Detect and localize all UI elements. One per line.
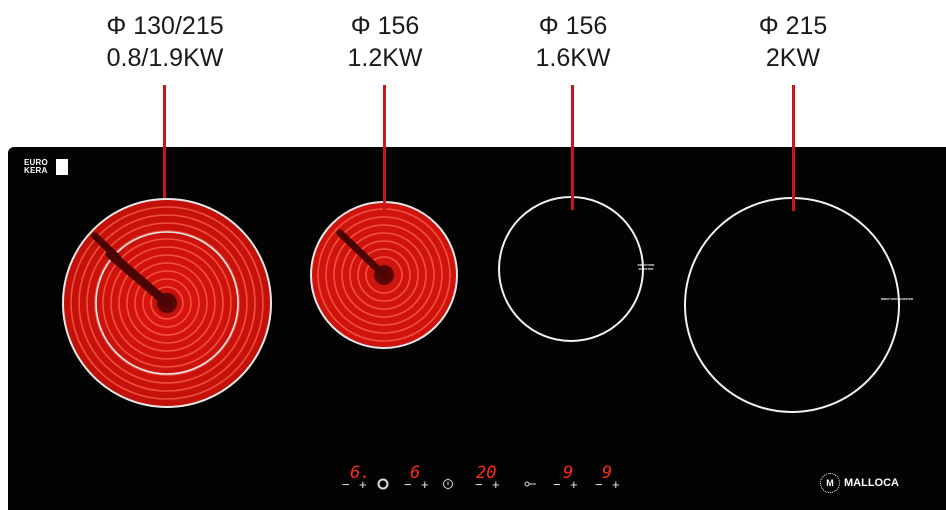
timer-icon[interactable]: [524, 480, 538, 488]
zone-1-leader-line: [163, 85, 166, 198]
zone-1-diameter: Φ 130/215: [106, 12, 224, 40]
zone-4-power: 2KW: [765, 44, 821, 72]
zone-3-power: 1.6KW: [535, 44, 611, 72]
zone-3-booster-label: INDUCTION BOOSTER: [637, 263, 655, 271]
malloca-text: MALLOCA: [844, 477, 899, 489]
malloca-logo: M MALLOCA: [820, 473, 899, 493]
zone-1-power: 0.8/1.9KW: [106, 44, 224, 72]
zone-1-minus-button[interactable]: −: [342, 477, 350, 492]
display-zone-2: 6: [410, 463, 421, 483]
display-timer: 20: [476, 463, 497, 483]
zone-1-radiant-heater[interactable]: [60, 196, 274, 410]
zone-2-diameter: Φ 156: [350, 12, 420, 40]
zone-1-plus-button[interactable]: +: [359, 477, 367, 492]
zone-2-label: Φ 156 1.2KW: [285, 10, 485, 74]
zone-4-plus-button[interactable]: +: [612, 477, 620, 492]
display-zone-4: 9: [602, 463, 613, 483]
zone-2-radiant-heater[interactable]: [308, 199, 460, 351]
zone-2-minus-button[interactable]: −: [404, 477, 412, 492]
eurokera-line1: EURO: [24, 158, 48, 167]
display-zone-1: 6.: [350, 463, 371, 483]
zone-4-induction-ring[interactable]: [684, 197, 900, 413]
zone-4-diameter: Φ 215: [758, 12, 828, 40]
zone-3-label: Φ 156 1.6KW: [473, 10, 673, 74]
cooktop-glass: EURO KERA: [8, 147, 946, 510]
timer-plus-button[interactable]: +: [492, 477, 500, 492]
lock-icon[interactable]: [442, 478, 454, 490]
zone-4-leader-line: [792, 85, 795, 211]
display-zone-3: 9: [563, 463, 574, 483]
zone-1-label: Φ 130/215 0.8/1.9KW: [65, 10, 265, 74]
eurokera-logo: EURO KERA: [24, 158, 68, 175]
malloca-m-icon: M: [820, 473, 840, 493]
power-icon[interactable]: [377, 478, 389, 490]
zone-2-plus-button[interactable]: +: [421, 477, 429, 492]
zone-3-minus-button[interactable]: −: [553, 477, 561, 492]
zone-4-booster-label: INDUCTION BOOSTER: [880, 297, 914, 301]
eurokera-line2: KERA: [24, 166, 48, 175]
zone-3-leader-line: [571, 85, 574, 210]
eurokera-k-icon: [56, 159, 68, 175]
zone-4-minus-button[interactable]: −: [595, 477, 603, 492]
zone-3-induction-ring[interactable]: [498, 196, 644, 342]
zone-3-diameter: Φ 156: [538, 12, 608, 40]
zone-4-label: Φ 215 2KW: [693, 10, 893, 74]
zone-2-power: 1.2KW: [347, 44, 423, 72]
zone-2-leader-line: [383, 85, 386, 210]
zone-3-plus-button[interactable]: +: [570, 477, 578, 492]
timer-minus-button[interactable]: −: [475, 477, 483, 492]
